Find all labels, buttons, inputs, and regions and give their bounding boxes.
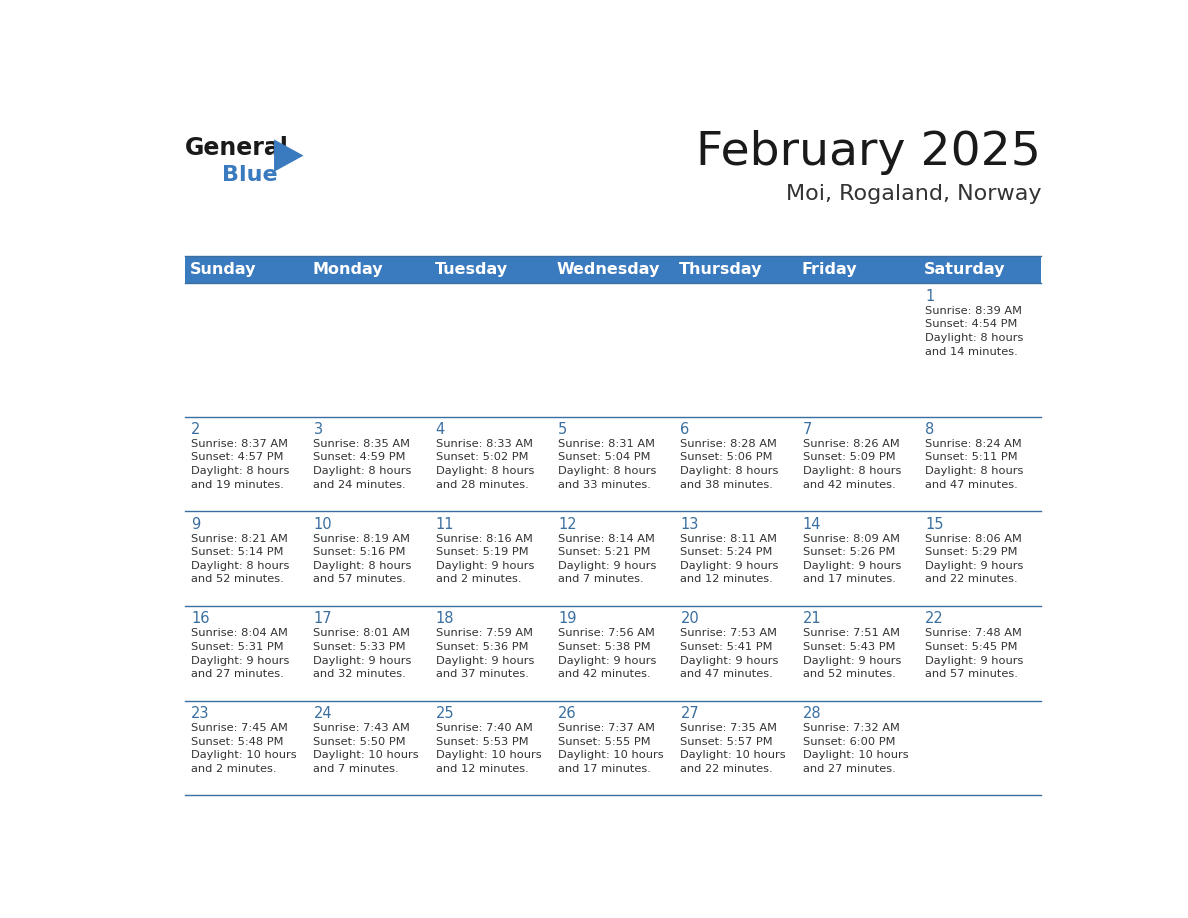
Text: Sunrise: 8:19 AM
Sunset: 5:16 PM
Daylight: 8 hours
and 57 minutes.: Sunrise: 8:19 AM Sunset: 5:16 PM Dayligh… — [314, 533, 412, 585]
Bar — [308, 256, 430, 284]
Text: 28: 28 — [803, 706, 821, 722]
Text: Sunrise: 8:16 AM
Sunset: 5:19 PM
Daylight: 9 hours
and 2 minutes.: Sunrise: 8:16 AM Sunset: 5:19 PM Dayligh… — [436, 533, 535, 585]
Text: 17: 17 — [314, 611, 333, 626]
Text: 8: 8 — [925, 422, 935, 437]
Text: 4: 4 — [436, 422, 446, 437]
Text: 22: 22 — [925, 611, 944, 626]
Text: Monday: Monday — [312, 263, 383, 277]
Text: 26: 26 — [558, 706, 576, 722]
Text: Sunrise: 7:53 AM
Sunset: 5:41 PM
Daylight: 9 hours
and 47 minutes.: Sunrise: 7:53 AM Sunset: 5:41 PM Dayligh… — [681, 628, 779, 679]
Text: Moi, Rogaland, Norway: Moi, Rogaland, Norway — [785, 185, 1042, 204]
Text: Sunrise: 8:37 AM
Sunset: 4:57 PM
Daylight: 8 hours
and 19 minutes.: Sunrise: 8:37 AM Sunset: 4:57 PM Dayligh… — [191, 439, 290, 489]
Bar — [552, 256, 675, 284]
Text: Sunrise: 8:21 AM
Sunset: 5:14 PM
Daylight: 8 hours
and 52 minutes.: Sunrise: 8:21 AM Sunset: 5:14 PM Dayligh… — [191, 533, 290, 585]
Text: 2: 2 — [191, 422, 201, 437]
Bar — [185, 700, 1042, 796]
Text: 15: 15 — [925, 517, 943, 532]
Text: Sunrise: 7:40 AM
Sunset: 5:53 PM
Daylight: 10 hours
and 12 minutes.: Sunrise: 7:40 AM Sunset: 5:53 PM Dayligh… — [436, 723, 542, 774]
Text: Sunrise: 7:35 AM
Sunset: 5:57 PM
Daylight: 10 hours
and 22 minutes.: Sunrise: 7:35 AM Sunset: 5:57 PM Dayligh… — [681, 723, 786, 774]
Text: 16: 16 — [191, 611, 209, 626]
Text: 21: 21 — [803, 611, 821, 626]
Text: Sunrise: 8:11 AM
Sunset: 5:24 PM
Daylight: 9 hours
and 12 minutes.: Sunrise: 8:11 AM Sunset: 5:24 PM Dayligh… — [681, 533, 779, 585]
Bar — [185, 606, 1042, 700]
Text: Wednesday: Wednesday — [557, 263, 661, 277]
Bar — [185, 417, 1042, 511]
Text: Sunrise: 8:06 AM
Sunset: 5:29 PM
Daylight: 9 hours
and 22 minutes.: Sunrise: 8:06 AM Sunset: 5:29 PM Dayligh… — [925, 533, 1024, 585]
Text: Sunrise: 8:33 AM
Sunset: 5:02 PM
Daylight: 8 hours
and 28 minutes.: Sunrise: 8:33 AM Sunset: 5:02 PM Dayligh… — [436, 439, 535, 489]
Text: Thursday: Thursday — [680, 263, 763, 277]
Text: Sunrise: 7:51 AM
Sunset: 5:43 PM
Daylight: 9 hours
and 52 minutes.: Sunrise: 7:51 AM Sunset: 5:43 PM Dayligh… — [803, 628, 902, 679]
Text: Sunrise: 8:09 AM
Sunset: 5:26 PM
Daylight: 9 hours
and 17 minutes.: Sunrise: 8:09 AM Sunset: 5:26 PM Dayligh… — [803, 533, 902, 585]
Bar — [185, 511, 1042, 606]
Bar — [185, 284, 1042, 417]
Text: 5: 5 — [558, 422, 568, 437]
Text: February 2025: February 2025 — [696, 130, 1042, 175]
Text: Sunrise: 8:04 AM
Sunset: 5:31 PM
Daylight: 9 hours
and 27 minutes.: Sunrise: 8:04 AM Sunset: 5:31 PM Dayligh… — [191, 628, 290, 679]
Text: Sunrise: 8:24 AM
Sunset: 5:11 PM
Daylight: 8 hours
and 47 minutes.: Sunrise: 8:24 AM Sunset: 5:11 PM Dayligh… — [925, 439, 1024, 489]
Text: Tuesday: Tuesday — [435, 263, 507, 277]
Bar — [920, 256, 1042, 284]
Text: Sunrise: 8:28 AM
Sunset: 5:06 PM
Daylight: 8 hours
and 38 minutes.: Sunrise: 8:28 AM Sunset: 5:06 PM Dayligh… — [681, 439, 779, 489]
Text: Sunrise: 7:37 AM
Sunset: 5:55 PM
Daylight: 10 hours
and 17 minutes.: Sunrise: 7:37 AM Sunset: 5:55 PM Dayligh… — [558, 723, 664, 774]
Text: Friday: Friday — [802, 263, 857, 277]
Text: Sunrise: 7:48 AM
Sunset: 5:45 PM
Daylight: 9 hours
and 57 minutes.: Sunrise: 7:48 AM Sunset: 5:45 PM Dayligh… — [925, 628, 1024, 679]
Text: Sunrise: 7:59 AM
Sunset: 5:36 PM
Daylight: 9 hours
and 37 minutes.: Sunrise: 7:59 AM Sunset: 5:36 PM Dayligh… — [436, 628, 535, 679]
Text: Sunrise: 8:01 AM
Sunset: 5:33 PM
Daylight: 9 hours
and 32 minutes.: Sunrise: 8:01 AM Sunset: 5:33 PM Dayligh… — [314, 628, 412, 679]
Text: 23: 23 — [191, 706, 209, 722]
Text: 10: 10 — [314, 517, 333, 532]
Text: 14: 14 — [803, 517, 821, 532]
Text: 9: 9 — [191, 517, 201, 532]
Text: Saturday: Saturday — [924, 263, 1005, 277]
Text: Sunrise: 8:14 AM
Sunset: 5:21 PM
Daylight: 9 hours
and 7 minutes.: Sunrise: 8:14 AM Sunset: 5:21 PM Dayligh… — [558, 533, 657, 585]
Text: Sunrise: 8:26 AM
Sunset: 5:09 PM
Daylight: 8 hours
and 42 minutes.: Sunrise: 8:26 AM Sunset: 5:09 PM Dayligh… — [803, 439, 902, 489]
Text: 12: 12 — [558, 517, 576, 532]
Text: 18: 18 — [436, 611, 454, 626]
Text: Sunrise: 8:31 AM
Sunset: 5:04 PM
Daylight: 8 hours
and 33 minutes.: Sunrise: 8:31 AM Sunset: 5:04 PM Dayligh… — [558, 439, 657, 489]
Text: 25: 25 — [436, 706, 455, 722]
Text: 3: 3 — [314, 422, 323, 437]
Text: 7: 7 — [803, 422, 813, 437]
Text: 24: 24 — [314, 706, 333, 722]
Text: Sunrise: 7:32 AM
Sunset: 6:00 PM
Daylight: 10 hours
and 27 minutes.: Sunrise: 7:32 AM Sunset: 6:00 PM Dayligh… — [803, 723, 909, 774]
Text: Blue: Blue — [222, 165, 278, 185]
Text: 13: 13 — [681, 517, 699, 532]
Text: Sunrise: 7:43 AM
Sunset: 5:50 PM
Daylight: 10 hours
and 7 minutes.: Sunrise: 7:43 AM Sunset: 5:50 PM Dayligh… — [314, 723, 419, 774]
Bar — [430, 256, 552, 284]
Text: 20: 20 — [681, 611, 700, 626]
Text: Sunrise: 8:39 AM
Sunset: 4:54 PM
Daylight: 8 hours
and 14 minutes.: Sunrise: 8:39 AM Sunset: 4:54 PM Dayligh… — [925, 306, 1024, 356]
Text: Sunrise: 7:56 AM
Sunset: 5:38 PM
Daylight: 9 hours
and 42 minutes.: Sunrise: 7:56 AM Sunset: 5:38 PM Dayligh… — [558, 628, 657, 679]
Bar — [797, 256, 920, 284]
Text: Sunday: Sunday — [190, 263, 257, 277]
Text: Sunrise: 7:45 AM
Sunset: 5:48 PM
Daylight: 10 hours
and 2 minutes.: Sunrise: 7:45 AM Sunset: 5:48 PM Dayligh… — [191, 723, 297, 774]
Text: Sunrise: 8:35 AM
Sunset: 4:59 PM
Daylight: 8 hours
and 24 minutes.: Sunrise: 8:35 AM Sunset: 4:59 PM Dayligh… — [314, 439, 412, 489]
Bar — [185, 256, 308, 284]
Text: 11: 11 — [436, 517, 454, 532]
Text: 6: 6 — [681, 422, 690, 437]
Text: 27: 27 — [681, 706, 700, 722]
Text: 19: 19 — [558, 611, 576, 626]
Text: General: General — [185, 136, 289, 160]
Polygon shape — [274, 140, 303, 172]
Text: 1: 1 — [925, 289, 935, 304]
Bar — [675, 256, 797, 284]
